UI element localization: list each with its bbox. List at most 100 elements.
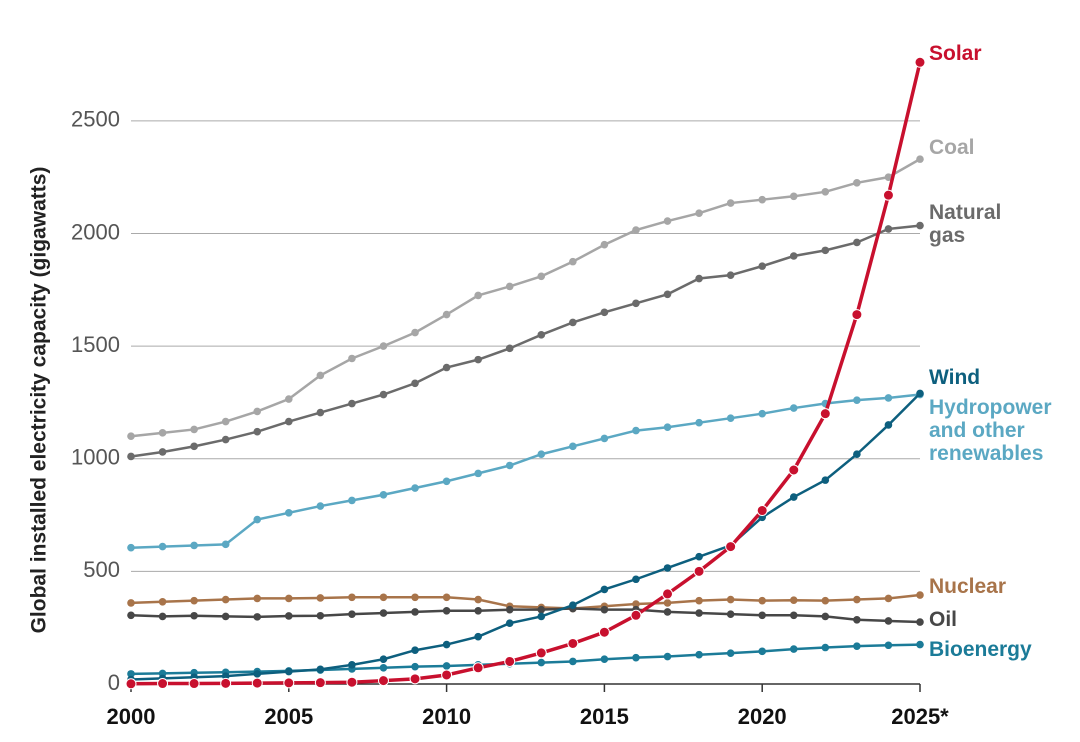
data-point <box>663 564 672 572</box>
data-point <box>158 429 167 437</box>
data-point <box>851 309 863 321</box>
data-point <box>348 661 356 669</box>
data-point <box>632 299 640 308</box>
data-point <box>821 612 830 621</box>
data-point <box>127 452 135 461</box>
x-tick-label: 2000 <box>107 704 156 729</box>
series-label: Wind <box>929 366 981 389</box>
data-point <box>283 677 295 689</box>
data-point <box>569 442 577 451</box>
x-tick-label: 2005 <box>264 704 313 729</box>
data-point <box>758 409 766 418</box>
data-point <box>409 673 421 685</box>
data-point <box>662 588 674 600</box>
data-point <box>442 310 451 319</box>
data-point <box>695 650 703 659</box>
data-point <box>253 427 262 436</box>
data-point <box>695 609 703 617</box>
data-point <box>504 655 516 667</box>
data-point <box>632 575 640 584</box>
data-point <box>537 605 546 614</box>
data-point <box>758 195 766 204</box>
data-point <box>316 594 325 602</box>
data-point <box>789 493 798 501</box>
data-point <box>505 282 514 291</box>
x-tick-label: 2010 <box>422 704 471 729</box>
data-point <box>472 662 484 674</box>
data-point <box>569 318 577 327</box>
data-point <box>285 594 293 603</box>
data-point <box>853 396 861 404</box>
data-point <box>379 655 388 664</box>
data-point <box>474 632 482 641</box>
series-line <box>130 593 921 610</box>
y-tick-label: 1000 <box>71 445 120 470</box>
data-point <box>127 432 135 441</box>
data-point <box>377 675 389 687</box>
series-label: Nuclear <box>929 575 1007 598</box>
series-label: Hydropower and other renewables <box>929 396 1052 465</box>
data-point <box>474 595 482 604</box>
series-label: Bioenergy <box>929 638 1032 661</box>
data-point <box>285 667 293 676</box>
data-point <box>348 496 356 505</box>
data-point <box>316 502 325 510</box>
data-point <box>221 435 230 444</box>
data-point <box>695 274 703 283</box>
data-point <box>853 595 861 604</box>
data-point <box>821 246 830 255</box>
data-point <box>442 640 451 649</box>
data-point <box>789 611 798 620</box>
data-point <box>379 593 388 602</box>
data-point <box>569 601 577 609</box>
data-point <box>411 608 419 616</box>
data-point <box>537 612 546 621</box>
y-tick-label: 2500 <box>71 107 120 132</box>
data-point <box>411 593 419 602</box>
data-point <box>725 541 737 553</box>
data-point <box>916 640 924 649</box>
data-point <box>346 676 358 688</box>
data-point <box>569 257 577 266</box>
data-point <box>158 597 167 606</box>
series-label: Coal <box>929 136 975 159</box>
data-point <box>251 677 263 689</box>
data-point <box>789 645 798 653</box>
data-point <box>505 344 514 353</box>
data-point <box>663 290 672 299</box>
data-point <box>726 649 735 657</box>
data-point <box>537 658 546 667</box>
data-point <box>379 663 388 672</box>
series-line <box>130 224 921 458</box>
y-axis-label: Global installed electricity capacity (g… <box>28 167 51 634</box>
data-point <box>253 515 262 524</box>
data-point <box>221 417 230 426</box>
data-point <box>695 209 703 217</box>
data-point <box>253 613 262 621</box>
data-point <box>505 461 514 470</box>
data-point <box>853 642 861 650</box>
data-point <box>127 611 135 620</box>
data-point <box>695 552 703 561</box>
data-point <box>632 226 640 234</box>
data-point <box>789 596 798 605</box>
data-point <box>916 221 924 230</box>
data-point <box>442 606 451 615</box>
data-point <box>756 505 768 517</box>
data-point <box>411 379 419 388</box>
data-point <box>600 240 609 249</box>
data-point <box>157 678 169 690</box>
data-point <box>158 448 167 456</box>
data-point <box>221 672 230 680</box>
data-point <box>600 655 609 664</box>
data-point <box>188 678 200 690</box>
data-point <box>127 543 135 552</box>
data-point <box>789 192 798 201</box>
data-point <box>853 238 861 247</box>
data-point <box>726 271 735 279</box>
data-point <box>253 670 262 678</box>
data-point <box>884 617 893 625</box>
data-point <box>916 618 924 626</box>
